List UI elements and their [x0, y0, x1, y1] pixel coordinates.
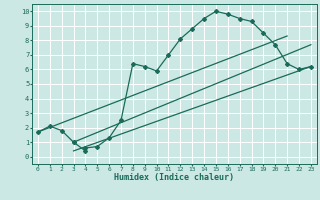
X-axis label: Humidex (Indice chaleur): Humidex (Indice chaleur) [115, 173, 234, 182]
